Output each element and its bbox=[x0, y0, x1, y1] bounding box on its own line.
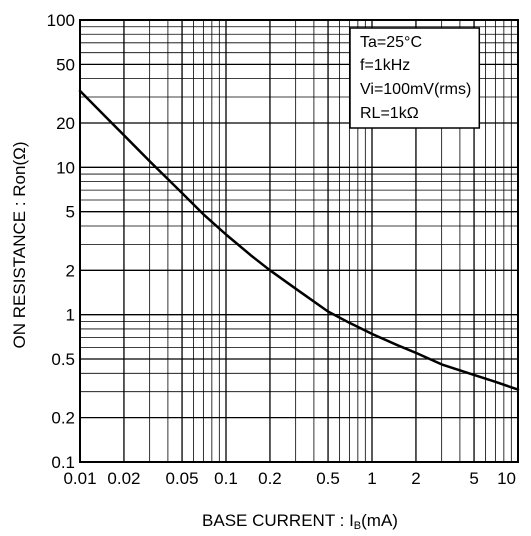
y-tick-labels: 0.1 0.2 0.5 1 2 5 10 20 50 100 bbox=[47, 11, 75, 472]
x-tick-label: 5 bbox=[469, 469, 478, 488]
on-resistance-curve bbox=[78, 89, 520, 391]
x-tick-label: 0.2 bbox=[258, 469, 282, 488]
y-tick-label: 50 bbox=[56, 55, 75, 74]
y-tick-label: 1 bbox=[66, 306, 75, 325]
x-axis-title-main: BASE CURRENT : I bbox=[202, 511, 354, 530]
x-axis-title-subscript: B bbox=[354, 520, 361, 532]
condition-input-voltage: Vi=100mV(rms) bbox=[360, 81, 471, 98]
y-tick-label: 2 bbox=[66, 261, 75, 280]
y-tick-label: 5 bbox=[66, 203, 75, 222]
y-tick-label: 0.1 bbox=[51, 453, 75, 472]
x-tick-label: 10 bbox=[497, 469, 516, 488]
x-tick-label: 0.1 bbox=[214, 469, 238, 488]
y-tick-label: 0.5 bbox=[51, 350, 75, 369]
condition-load-resistance: RL=1kΩ bbox=[360, 105, 419, 122]
condition-temperature: Ta=25°C bbox=[360, 34, 422, 51]
conditions-box-border bbox=[349, 27, 481, 129]
conditions-box: Ta=25°C f=1kHz Vi=100mV(rms) RL=1kΩ bbox=[349, 27, 481, 129]
y-tick-label: 100 bbox=[47, 11, 75, 30]
x-tick-label: 0.5 bbox=[316, 469, 340, 488]
plot-frame bbox=[79, 19, 519, 463]
y-axis-title: ON RESISTANCE : Ron(Ω) bbox=[10, 142, 29, 349]
y-tick-label: 10 bbox=[56, 158, 75, 177]
x-tick-labels: 0.01 0.02 0.05 0.1 0.2 0.5 1 2 5 10 bbox=[63, 469, 516, 488]
data-series bbox=[78, 89, 520, 391]
grid-lines bbox=[80, 20, 518, 462]
x-tick-label: 0.02 bbox=[107, 469, 140, 488]
y-tick-label: 0.2 bbox=[51, 409, 75, 428]
x-tick-label: 2 bbox=[411, 469, 420, 488]
x-axis-title-unit: (mA) bbox=[361, 511, 398, 530]
x-tick-label: 1 bbox=[367, 469, 376, 488]
y-tick-label: 20 bbox=[56, 114, 75, 133]
x-tick-label: 0.05 bbox=[166, 469, 199, 488]
condition-frequency: f=1kHz bbox=[360, 57, 410, 74]
x-axis-title: BASE CURRENT : IB(mA) bbox=[202, 511, 398, 532]
x-tick-label: 0.01 bbox=[63, 469, 96, 488]
